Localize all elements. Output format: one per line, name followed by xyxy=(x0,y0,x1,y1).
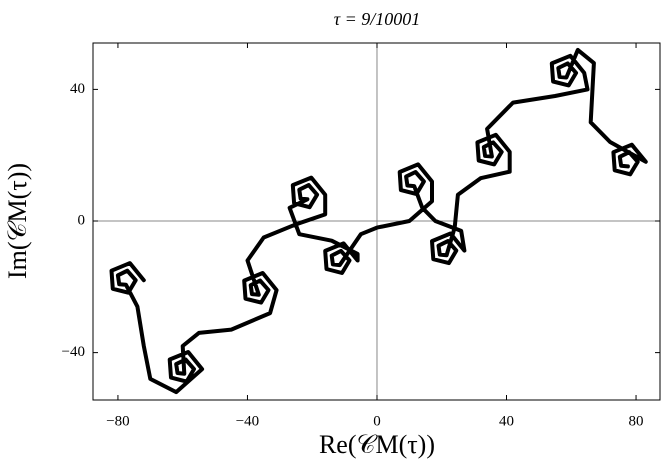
y-tick-label: 0 xyxy=(78,212,86,228)
x-tick-label: 0 xyxy=(373,413,381,429)
x-tick-label: −40 xyxy=(236,413,259,429)
chart-title: τ = 9/10001 xyxy=(334,9,421,29)
x-tick-label: 40 xyxy=(499,413,514,429)
x-axis-label: Re(𝒞M(τ)) xyxy=(319,430,435,459)
curve xyxy=(109,47,648,395)
y-tick-label: −40 xyxy=(62,344,85,360)
x-tick-label: −80 xyxy=(106,413,129,429)
x-tick-label: 80 xyxy=(629,413,644,429)
y-axis-label: Im(𝒞M(τ)) xyxy=(3,163,32,279)
y-tick-label: 40 xyxy=(70,81,85,97)
